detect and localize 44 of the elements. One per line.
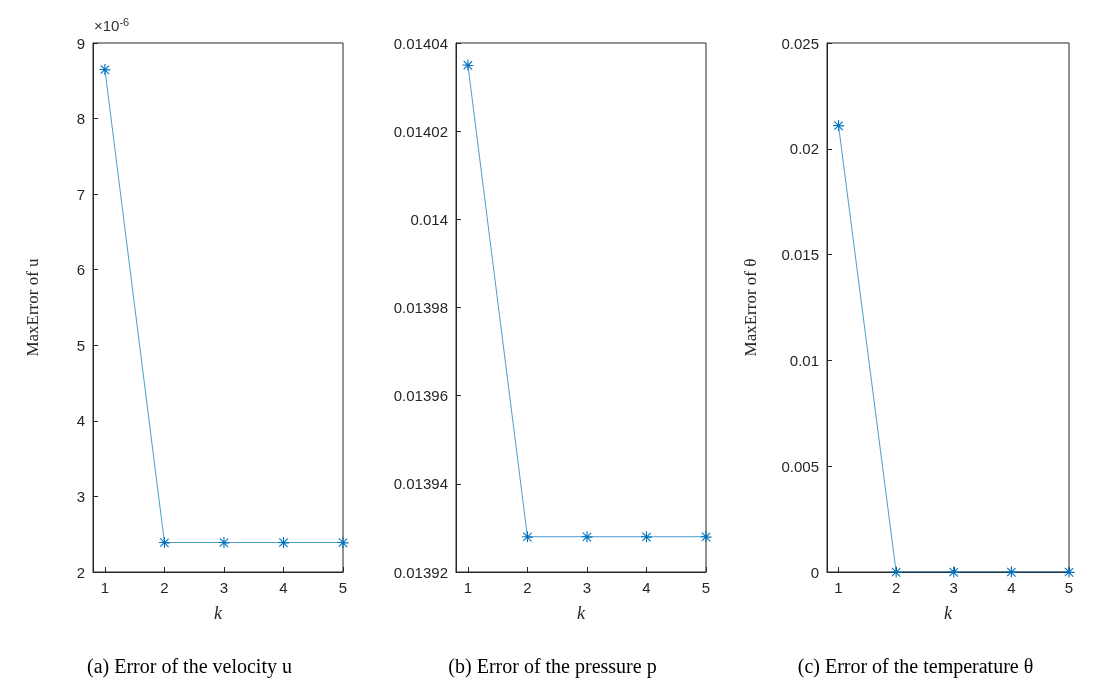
y-tick-label: 2 [76, 563, 85, 581]
text: (b) Error of the pressure p [448, 655, 657, 678]
x-axis-title: k [577, 603, 586, 623]
y-tick-label: 0.015 [781, 246, 819, 264]
y-tick-label: 0.01396 [393, 387, 448, 405]
y-tick-label: 5 [76, 336, 85, 354]
y-tick-label: 0 [810, 563, 819, 581]
y-tick-label: 7 [76, 185, 85, 203]
x-tick-label: 3 [219, 579, 229, 596]
x-tick-label: 1 [100, 579, 110, 596]
y-axis-title: MaxError of u [23, 257, 42, 357]
x-tick-label: 5 [1064, 579, 1074, 596]
y-tick-label: 0.005 [781, 457, 819, 475]
y-tick-label: 0.025 [781, 34, 819, 52]
x-tick-label: 1 [834, 579, 843, 596]
y-tick-label: 0.01402 [393, 122, 448, 140]
x-tick-label: 4 [1007, 579, 1016, 596]
x-tick-label: 2 [891, 579, 901, 596]
x-tick-label: 5 [701, 579, 711, 596]
x-tick-label: 1 [463, 579, 473, 596]
x-tick-label: 2 [523, 579, 532, 596]
y-tick-label: 8 [76, 110, 85, 128]
x-tick-label: 3 [582, 579, 592, 596]
y-tick-label: 0.01392 [393, 563, 448, 581]
x-axis-title: k [214, 603, 223, 623]
x-tick-label: 2 [160, 579, 169, 596]
x-axis-title: k [944, 603, 953, 623]
y-tick-label: 3 [76, 487, 85, 505]
y-tick-label: 0.02 [789, 140, 819, 158]
y-tick-label: 6 [76, 261, 85, 279]
y-tick-label: 9 [76, 34, 85, 52]
text: (c) Error of the temperature θ [797, 655, 1034, 678]
y-axis-title: MaxError of θ [741, 258, 760, 357]
y-tick-label: 0.01 [789, 351, 819, 369]
y-tick-label: 0.01394 [393, 475, 448, 493]
text: (a) Error of the velocity u [87, 655, 292, 678]
x-tick-label: 4 [642, 579, 651, 596]
y-tick-label: 0.01404 [393, 34, 448, 52]
y-tick-label: 0.014 [410, 210, 448, 228]
x-tick-label: 4 [279, 579, 288, 596]
x-tick-label: 5 [338, 579, 348, 596]
y-tick-label: 0.01398 [393, 299, 448, 316]
y-tick-label: 4 [76, 412, 85, 430]
x-tick-label: 3 [949, 579, 958, 596]
